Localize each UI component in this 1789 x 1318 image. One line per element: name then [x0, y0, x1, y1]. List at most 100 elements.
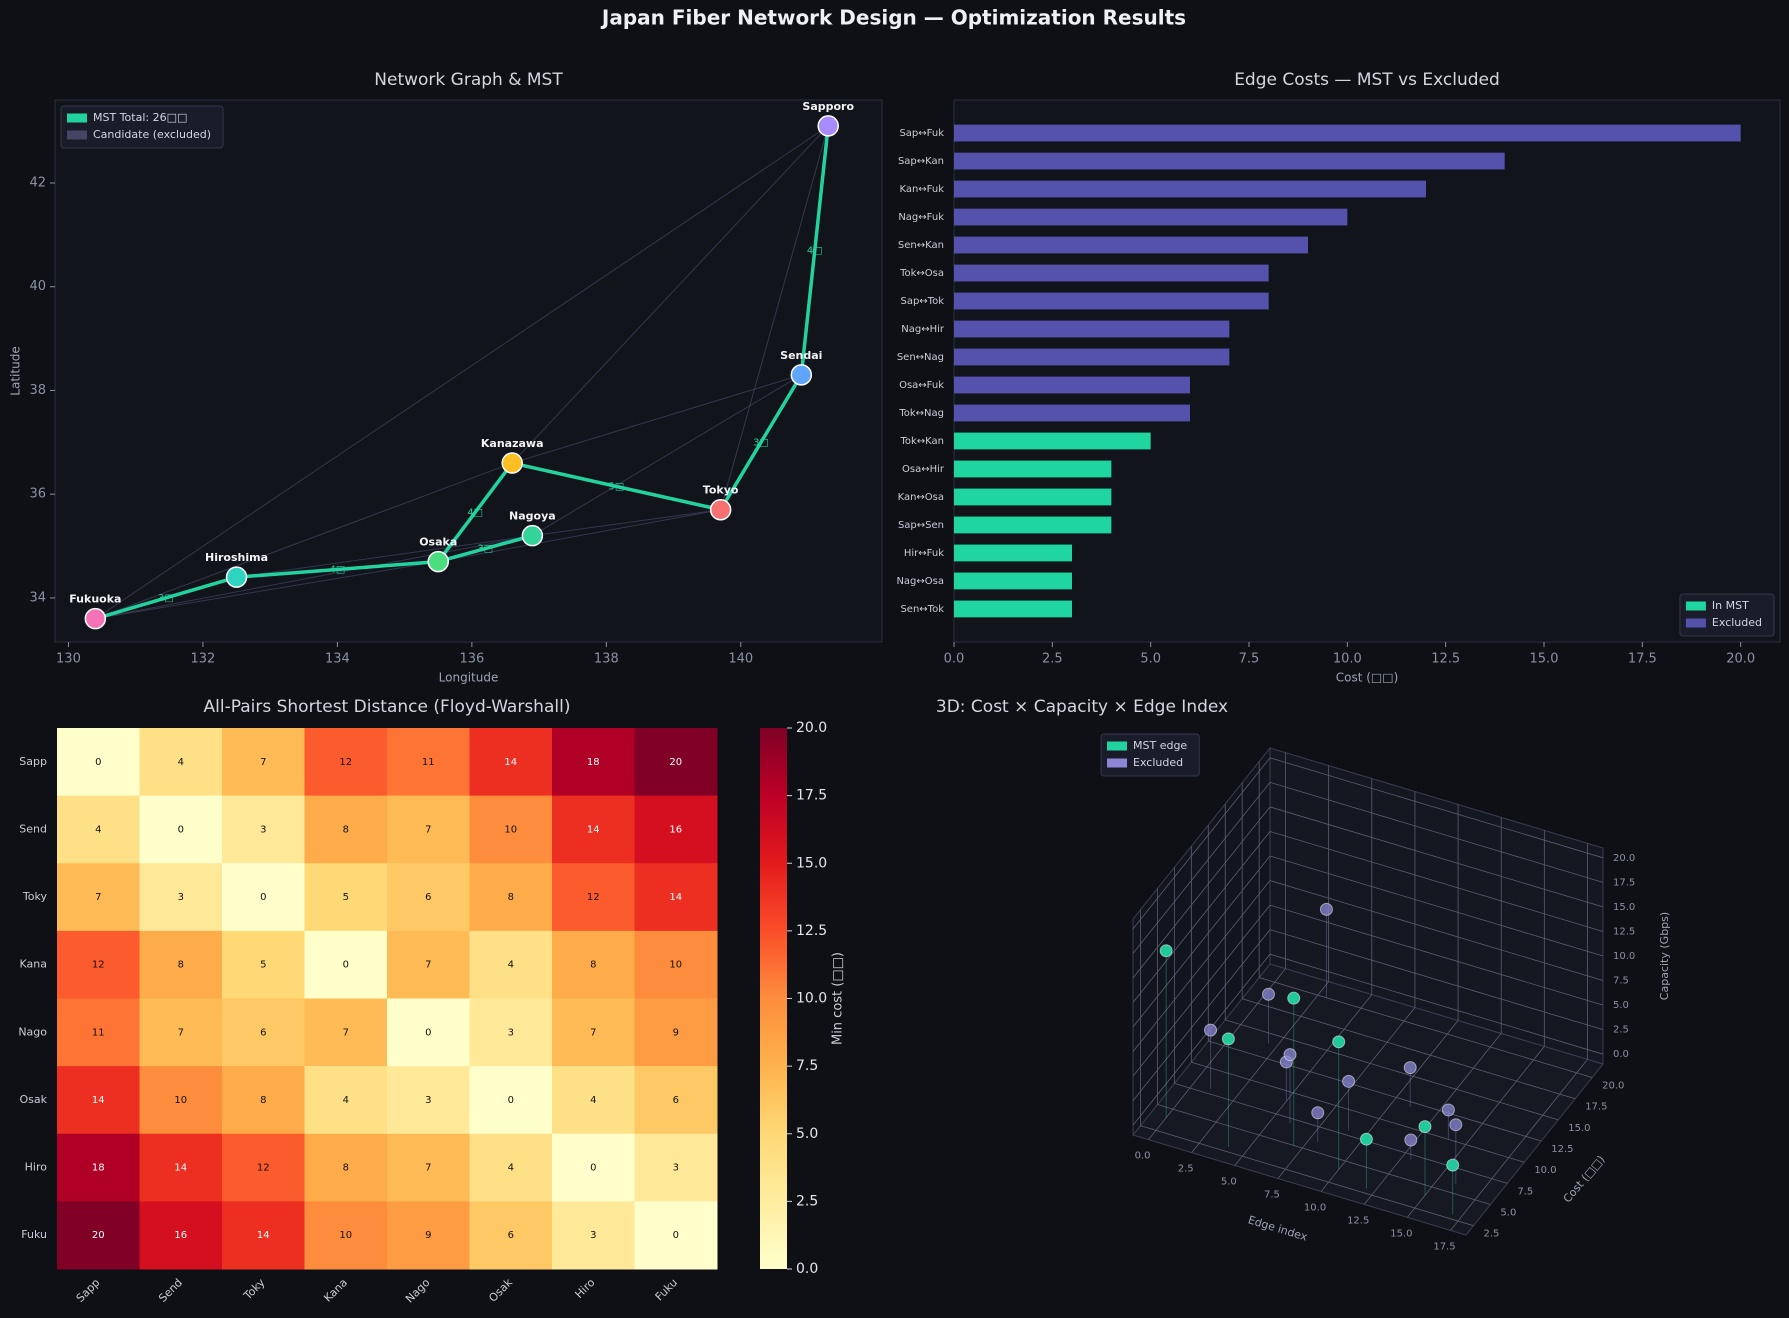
y-tick-label: Tok↔Nag	[898, 408, 944, 419]
z-tick-label: 5.0	[1613, 1000, 1629, 1011]
cell-value: 11	[422, 757, 435, 768]
grid-line	[1450, 1059, 1588, 1231]
bar	[954, 460, 1112, 478]
heatmap-cell	[634, 795, 718, 864]
bar	[954, 208, 1348, 226]
cell-value: 12	[92, 960, 105, 971]
city-label: Sapporo	[802, 100, 854, 113]
city-node	[521, 524, 544, 547]
grid-line	[1269, 781, 1604, 883]
cell-value: 10	[669, 960, 682, 971]
candidate-edge	[95, 535, 533, 620]
heatmap-cell	[634, 1201, 718, 1270]
grid-line	[1132, 757, 1271, 930]
bar	[954, 292, 1269, 310]
city-label: Fukuoka	[69, 593, 121, 606]
row-label: Osak	[20, 1093, 48, 1106]
y-tick-label: Kan↔Osa	[898, 492, 944, 503]
heatmap-cell	[222, 863, 305, 932]
cell-value: 6	[260, 1027, 266, 1038]
cell-value: 8	[508, 892, 514, 903]
y-tick-label: 42	[29, 175, 46, 190]
heatmap-cell	[304, 930, 388, 999]
x-tick-label: 132	[191, 652, 216, 667]
cell-value: 3	[178, 892, 184, 903]
grid-line	[1191, 1061, 1525, 1163]
y-tick-label: 5.0	[1500, 1208, 1516, 1219]
cell-value: 18	[92, 1163, 105, 1174]
y-tick-label: 7.5	[1517, 1186, 1533, 1197]
heatmap-cell	[634, 930, 718, 999]
cell-value: 14	[669, 892, 682, 903]
colorbar-label: Min cost (□□)	[831, 952, 846, 1045]
legend: MST Total: 26□□ Candidate (excluded)	[60, 105, 224, 149]
heatmap-cell	[57, 1066, 140, 1135]
cell-value: 9	[425, 1230, 431, 1241]
heatmap-cell	[139, 728, 223, 797]
heatmap-cell	[552, 728, 635, 797]
x-tick-label: 134	[325, 652, 350, 667]
grid-line	[1259, 977, 1593, 1078]
cell-value: 3	[260, 824, 266, 835]
city-node	[501, 452, 523, 474]
grid-line	[1269, 880, 1604, 981]
row-label: Sapp	[19, 755, 47, 768]
y-tick-label: Nag↔Osa	[896, 576, 944, 587]
grid-line	[1132, 855, 1271, 1028]
y-tick-label: Sap↔Sen	[898, 520, 944, 531]
edge-cost-label: 3□	[753, 437, 769, 448]
cell-value: 7	[343, 1027, 349, 1038]
cell-value: 7	[425, 1163, 431, 1174]
point	[1418, 1120, 1432, 1134]
cell-value: 0	[260, 892, 266, 903]
x-tick-label: 20.0	[1726, 652, 1755, 667]
heatmap-cell	[634, 863, 718, 932]
colorbar-tick-label: 17.5	[796, 788, 827, 804]
z-axis-label: Capacity (Gbps)	[1658, 912, 1671, 1000]
grid-line	[1269, 757, 1604, 859]
candidate-edge	[532, 374, 802, 537]
legend-label: In MST	[1712, 599, 1749, 612]
point	[1342, 1074, 1356, 1088]
heatmap-cell	[387, 998, 470, 1067]
y-tick-label: 36	[29, 487, 46, 502]
point	[1449, 1118, 1463, 1132]
heatmap-cell	[552, 930, 635, 999]
grid-line	[1242, 998, 1576, 1100]
cell-value: 10	[504, 824, 517, 835]
heatmap-cell	[387, 930, 470, 999]
point	[1404, 1133, 1418, 1147]
candidate-edge	[95, 561, 439, 620]
heatmap-cell	[387, 728, 470, 797]
heatmap-cell	[469, 863, 553, 932]
cell-value: 3	[508, 1027, 514, 1038]
z-tick-label: 10.0	[1613, 951, 1635, 962]
heatmap-cell	[469, 998, 553, 1067]
point	[1287, 991, 1301, 1005]
heatmap-cell	[387, 1133, 470, 1202]
grid-line	[1132, 880, 1271, 1052]
x-tick-label: 5.0	[1140, 652, 1161, 667]
candidate-edge	[720, 125, 829, 510]
heatmap-cell	[469, 1201, 553, 1270]
z-tick-label: 12.5	[1613, 926, 1635, 937]
point	[1261, 987, 1275, 1001]
legend-swatch	[67, 130, 87, 140]
candidate-edge	[95, 462, 513, 620]
city-label: Osaka	[419, 536, 457, 549]
y-tick-label: 10.0	[1534, 1165, 1556, 1176]
heatmap-cell	[222, 998, 305, 1067]
y-tick-label: Nag↔Fuk	[898, 212, 944, 223]
y-tick-label: Kan↔Fuk	[899, 184, 944, 195]
point	[1359, 1132, 1373, 1146]
grid-line	[1269, 929, 1604, 1031]
y-tick-label: Sap↔Tok	[900, 296, 944, 307]
legend-swatch	[67, 113, 87, 123]
candidate-edge	[236, 535, 533, 578]
candidate-edge	[438, 509, 721, 563]
y-tick-label: Tok↔Kan	[899, 436, 944, 447]
bar	[954, 180, 1426, 198]
grid-line	[1269, 831, 1604, 932]
y-tick-label: 12.5	[1551, 1144, 1573, 1155]
x-tick-label: 5.0	[1221, 1177, 1237, 1188]
